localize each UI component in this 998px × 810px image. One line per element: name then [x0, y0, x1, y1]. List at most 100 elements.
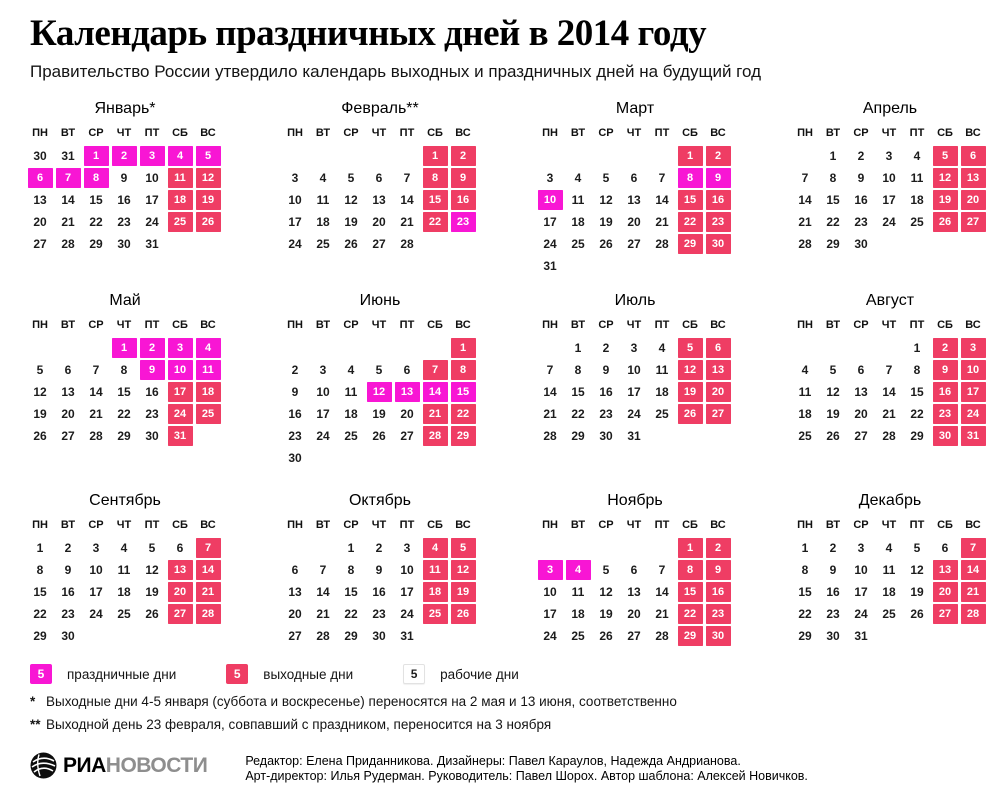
day-cell-weekend: 23: [704, 603, 732, 625]
empty-cell: [309, 337, 337, 359]
empty-cell: [875, 233, 903, 255]
weekday-header: ВС: [710, 127, 726, 139]
empty-cell: [676, 255, 704, 277]
weekday-header: СР: [598, 519, 614, 531]
day-cell: 2: [857, 149, 865, 163]
empty-cell: [875, 337, 903, 359]
day-cell: 20: [627, 607, 641, 621]
day-cell: 21: [316, 607, 330, 621]
day-cell-weekend: 12: [676, 359, 704, 381]
empty-cell: [26, 337, 54, 359]
weekday-header: ВС: [455, 519, 471, 531]
day-cell-weekend: 20: [959, 189, 987, 211]
day-cell: 14: [316, 585, 330, 599]
empty-cell: [959, 233, 987, 255]
day-cell: 13: [372, 193, 386, 207]
day-cell: 11: [316, 193, 330, 207]
day-cell-weekend: 10: [959, 359, 987, 381]
empty-cell: [337, 145, 365, 167]
weekday-header: ВТ: [570, 127, 586, 139]
day-cell: 21: [798, 215, 812, 229]
day-cell: 5: [375, 363, 383, 377]
credits: Редактор: Елена Приданникова. Дизайнеры:…: [245, 750, 808, 783]
day-cell-weekend: 4: [421, 537, 449, 559]
weekday-header: СР: [853, 127, 869, 139]
day-cell: 24: [89, 607, 103, 621]
day-cell: 10: [882, 171, 896, 185]
day-cell-holiday: 12: [365, 381, 393, 403]
day-cell-weekend: 22: [676, 211, 704, 233]
weekday-header: СБ: [427, 127, 443, 139]
day-cell: 22: [826, 215, 840, 229]
weekday-header: ВТ: [825, 127, 841, 139]
day-cell-weekend: 15: [676, 189, 704, 211]
month-grid: ПН ВТ СР ЧТ ПТ СБ ВС 1 2 3 4 5 6 7 8 9 10 11 12 13 14 15 16 17 1…: [281, 123, 479, 255]
day-cell-holiday: 4: [166, 145, 194, 167]
weekday-header: СБ: [682, 519, 698, 531]
day-cell-weekend: 31: [959, 425, 987, 447]
day-cell-weekend: 30: [931, 425, 959, 447]
month-february: Февраль** ПН ВТ СР ЧТ ПТ СБ ВС 1 2 3 4 5 6 7 8 9 10 11 12 13…: [281, 100, 479, 255]
day-cell: 26: [599, 629, 613, 643]
empty-cell: [704, 425, 732, 447]
month-grid: ПН ВТ СР ЧТ ПТ СБ ВС 1 2 3 4 5 6 7 8 9 10 11 12 13 14 15 16 17 1…: [281, 315, 479, 469]
day-cell: 7: [658, 563, 666, 577]
day-cell: 10: [543, 585, 557, 599]
day-cell: 5: [602, 563, 610, 577]
day-cell: 25: [117, 607, 131, 621]
month-september: Сентябрь ПН ВТ СР ЧТ ПТ СБ ВС 1 2 3 4 5 6 7 8 9 10 11 12 13 1…: [26, 492, 224, 647]
weekday-header: ПТ: [144, 127, 160, 139]
day-cell: 6: [630, 171, 638, 185]
month-title: Август: [865, 292, 915, 309]
day-cell: 13: [854, 385, 868, 399]
day-cell-weekend: 19: [449, 581, 477, 603]
day-cell: 3: [403, 541, 411, 555]
empty-cell: [421, 337, 449, 359]
day-cell: 17: [400, 585, 414, 599]
day-cell: 17: [882, 193, 896, 207]
day-cell-weekend: 26: [449, 603, 477, 625]
empty-cell: [931, 233, 959, 255]
day-cell: 8: [574, 363, 582, 377]
day-cell-weekend: 9: [704, 559, 732, 581]
month-may: Май ПН ВТ СР ЧТ ПТ СБ ВС 1 2 3 4 5 6 7 8 9 10 11 12 13 14 15 16…: [26, 292, 224, 447]
day-cell-weekend: 6: [704, 337, 732, 359]
month-title: Сентябрь: [89, 492, 161, 509]
day-cell: 8: [347, 563, 355, 577]
day-cell: 23: [117, 215, 131, 229]
day-cell-weekend: 24: [166, 403, 194, 425]
weekday-header: СБ: [172, 127, 188, 139]
empty-cell: [82, 625, 110, 647]
weekday-header: ЧТ: [626, 519, 642, 531]
day-cell-weekend: 29: [449, 425, 477, 447]
weekday-header: ЧТ: [116, 519, 132, 531]
weekday-header: СР: [88, 319, 104, 331]
day-cell: 16: [61, 585, 75, 599]
day-cell-holiday: 3: [536, 559, 564, 581]
day-cell: 20: [400, 407, 414, 421]
day-cell-weekend: 22: [449, 403, 477, 425]
weekday-header: ПН: [287, 519, 303, 531]
legend-item-holiday: 5 праздничные дни: [30, 664, 176, 684]
day-cell: 16: [288, 407, 302, 421]
day-cell-holiday: 3: [138, 145, 166, 167]
day-cell: 30: [117, 237, 131, 251]
empty-cell: [281, 337, 309, 359]
weekday-header: ЧТ: [371, 519, 387, 531]
day-cell: 5: [148, 541, 156, 555]
day-cell: 12: [344, 193, 358, 207]
month-august: Август ПН ВТ СР ЧТ ПТ СБ ВС 1 2 3 4 5 6 7 8 9 10 11 12 13 14 1…: [791, 292, 989, 447]
day-cell: 27: [33, 237, 47, 251]
page-title: Календарь праздничных дней в 2014 году: [30, 13, 707, 54]
weekday-header: ВТ: [60, 127, 76, 139]
weekday-header: ВС: [710, 519, 726, 531]
empty-cell: [903, 625, 931, 647]
legend: 5 праздничные дни 5 выходные дни 5 рабочие дн…: [30, 664, 569, 684]
day-cell: 18: [798, 407, 812, 421]
brand-novosti: НОВОСТИ: [105, 753, 208, 777]
day-cell: 11: [344, 385, 358, 399]
day-cell: 1: [829, 149, 837, 163]
day-cell: 25: [882, 607, 896, 621]
day-cell: 22: [89, 215, 103, 229]
day-cell: 16: [117, 193, 131, 207]
